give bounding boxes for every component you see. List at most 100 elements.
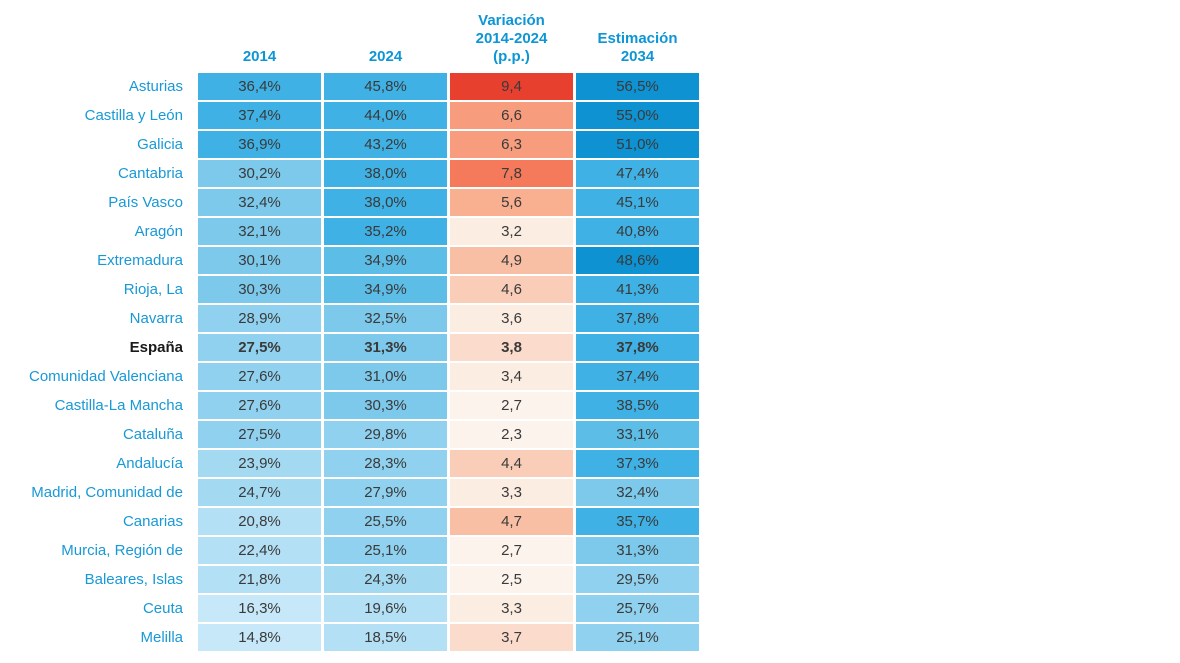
cell-variacion: 6,6: [450, 102, 573, 129]
cell-estimacion-2034: 55,0%: [576, 102, 699, 129]
cell-variacion: 3,6: [450, 305, 573, 332]
cell-2024: 34,9%: [324, 276, 447, 303]
cell-2024: 25,5%: [324, 508, 447, 535]
cell-2014: 27,6%: [198, 363, 321, 390]
cell-variacion: 5,6: [450, 189, 573, 216]
cell-2024: 19,6%: [324, 595, 447, 622]
cell-2024: 28,3%: [324, 450, 447, 477]
column-header-estimacion-2034: Estimación 2034: [597, 30, 678, 65]
row-label: España: [129, 339, 183, 356]
cell-variacion: 3,3: [450, 479, 573, 506]
cell-2024: 45,8%: [324, 73, 447, 100]
cell-estimacion-2034: 33,1%: [576, 421, 699, 448]
cell-2024: 29,8%: [324, 421, 447, 448]
cell-estimacion-2034: 48,6%: [576, 247, 699, 274]
cell-2014: 14,8%: [198, 624, 321, 651]
cell-variacion: 4,9: [450, 247, 573, 274]
cell-2024: 38,0%: [324, 160, 447, 187]
cell-estimacion-2034: 37,4%: [576, 363, 699, 390]
cell-estimacion-2034: 37,8%: [576, 305, 699, 332]
cell-2014: 23,9%: [198, 450, 321, 477]
cell-2014: 16,3%: [198, 595, 321, 622]
cell-2024: 31,0%: [324, 363, 447, 390]
cell-2024: 32,5%: [324, 305, 447, 332]
row-label: Galicia: [137, 136, 183, 153]
cell-estimacion-2034: 37,3%: [576, 450, 699, 477]
row-label: Castilla y León: [84, 107, 183, 124]
cell-2024: 43,2%: [324, 131, 447, 158]
row-label: Cantabria: [117, 165, 183, 182]
column-header-variacion: Variación 2014-2024 (p.p.): [475, 12, 548, 65]
cell-2014: 28,9%: [198, 305, 321, 332]
cell-2014: 30,3%: [198, 276, 321, 303]
population-heatmap-table: 2014 2024 Variación 2014-2024 (p.p.) Estima…: [0, 0, 702, 651]
row-label: Extremadura: [97, 252, 183, 269]
cell-2014: 32,4%: [198, 189, 321, 216]
cell-2014: 37,4%: [198, 102, 321, 129]
cell-2014: 30,2%: [198, 160, 321, 187]
cell-variacion: 2,3: [450, 421, 573, 448]
cell-variacion: 4,6: [450, 276, 573, 303]
heatmap-grid: Asturias 36,4% 45,8% 9,4 56,5% Castilla y Leó…: [0, 73, 702, 651]
cell-variacion: 2,7: [450, 537, 573, 564]
cell-variacion: 3,8: [450, 334, 573, 361]
cell-variacion: 3,7: [450, 624, 573, 651]
cell-estimacion-2034: 32,4%: [576, 479, 699, 506]
row-label: Murcia, Región de: [61, 542, 183, 559]
cell-2014: 36,4%: [198, 73, 321, 100]
cell-2024: 44,0%: [324, 102, 447, 129]
cell-variacion: 4,7: [450, 508, 573, 535]
cell-2014: 27,5%: [198, 421, 321, 448]
cell-estimacion-2034: 41,3%: [576, 276, 699, 303]
cell-variacion: 3,2: [450, 218, 573, 245]
column-header-2024: 2024: [368, 48, 403, 65]
row-label: Castilla-La Mancha: [54, 397, 183, 414]
cell-2014: 30,1%: [198, 247, 321, 274]
cell-2014: 32,1%: [198, 218, 321, 245]
table-header-row: 2014 2024 Variación 2014-2024 (p.p.) Estima…: [0, 0, 702, 73]
row-label: Comunidad Valenciana: [29, 368, 183, 385]
cell-2024: 31,3%: [324, 334, 447, 361]
cell-2014: 20,8%: [198, 508, 321, 535]
cell-estimacion-2034: 37,8%: [576, 334, 699, 361]
cell-variacion: 4,4: [450, 450, 573, 477]
cell-estimacion-2034: 56,5%: [576, 73, 699, 100]
row-label: Cataluña: [122, 426, 183, 443]
cell-variacion: 3,3: [450, 595, 573, 622]
column-header-2014: 2014: [242, 48, 277, 65]
cell-variacion: 6,3: [450, 131, 573, 158]
cell-2024: 38,0%: [324, 189, 447, 216]
cell-estimacion-2034: 31,3%: [576, 537, 699, 564]
cell-variacion: 9,4: [450, 73, 573, 100]
row-label: Melilla: [140, 629, 183, 646]
cell-estimacion-2034: 35,7%: [576, 508, 699, 535]
cell-estimacion-2034: 25,1%: [576, 624, 699, 651]
cell-estimacion-2034: 40,8%: [576, 218, 699, 245]
row-label: Andalucía: [116, 455, 183, 472]
cell-2014: 27,5%: [198, 334, 321, 361]
cell-2024: 25,1%: [324, 537, 447, 564]
cell-estimacion-2034: 38,5%: [576, 392, 699, 419]
cell-estimacion-2034: 51,0%: [576, 131, 699, 158]
cell-2014: 22,4%: [198, 537, 321, 564]
cell-estimacion-2034: 45,1%: [576, 189, 699, 216]
row-label: Baleares, Islas: [84, 571, 183, 588]
cell-estimacion-2034: 25,7%: [576, 595, 699, 622]
row-label: Rioja, La: [123, 281, 183, 298]
row-label: Canarias: [122, 513, 183, 530]
row-label: Aragón: [134, 223, 183, 240]
cell-2014: 36,9%: [198, 131, 321, 158]
cell-variacion: 2,7: [450, 392, 573, 419]
cell-2014: 27,6%: [198, 392, 321, 419]
cell-2024: 35,2%: [324, 218, 447, 245]
row-label: Madrid, Comunidad de: [31, 484, 183, 501]
cell-2014: 24,7%: [198, 479, 321, 506]
row-label: País Vasco: [108, 194, 183, 211]
row-label: Navarra: [129, 310, 183, 327]
cell-2024: 27,9%: [324, 479, 447, 506]
cell-2024: 30,3%: [324, 392, 447, 419]
cell-variacion: 7,8: [450, 160, 573, 187]
cell-2014: 21,8%: [198, 566, 321, 593]
row-label: Ceuta: [142, 600, 183, 617]
